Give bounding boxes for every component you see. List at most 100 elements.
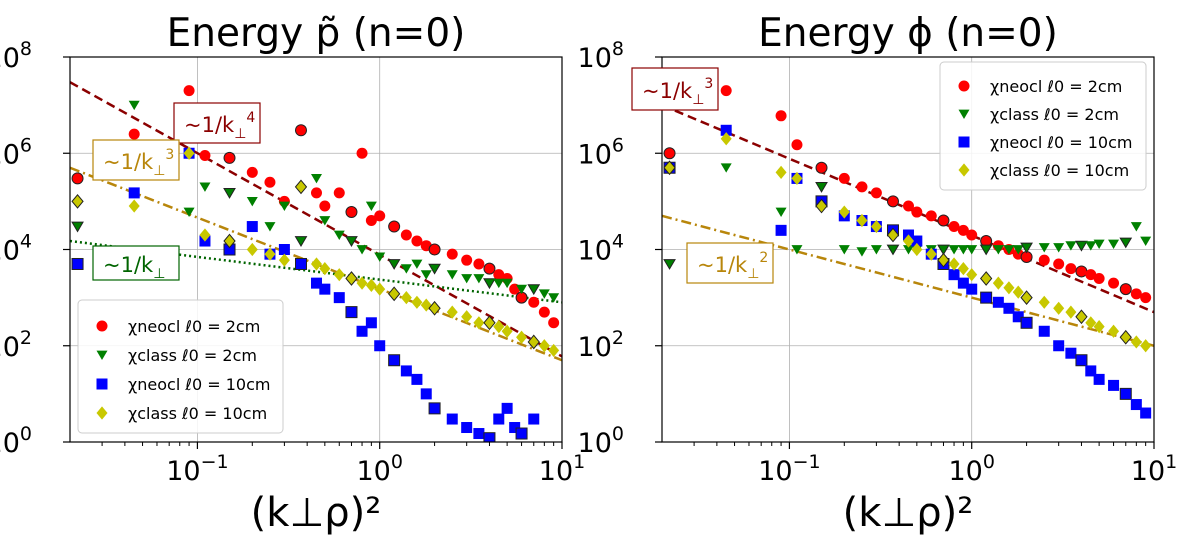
data-point <box>1012 311 1024 323</box>
data-point <box>1108 277 1120 289</box>
data-point <box>345 206 358 219</box>
data-point <box>264 222 276 232</box>
data-point <box>775 207 787 218</box>
data-point <box>1075 240 1088 252</box>
data-point <box>128 128 140 140</box>
data-point <box>365 317 377 329</box>
data-point <box>957 245 969 255</box>
y-tick-label: 100 <box>0 423 32 459</box>
data-point <box>992 276 1004 290</box>
data-point <box>493 413 505 425</box>
data-point <box>374 210 386 222</box>
data-point <box>246 242 258 257</box>
data-point <box>870 245 882 255</box>
legend-label: χneocl ℓ0 = 10cm <box>128 375 270 394</box>
y-tick-label: 108 <box>0 38 32 74</box>
x-tick-label: 101 <box>1131 451 1177 487</box>
data-point <box>1130 222 1142 232</box>
y-tick-label: 108 <box>578 38 624 74</box>
data-point <box>966 283 978 295</box>
data-point <box>400 264 412 274</box>
data-point <box>461 274 473 284</box>
fit-line-2 <box>662 214 1154 347</box>
legend-label: χneocl ℓ0 = 2cm <box>990 77 1122 96</box>
series-2 <box>663 163 1152 270</box>
data-point <box>71 193 84 209</box>
data-layer <box>70 81 562 442</box>
data-point <box>183 146 195 160</box>
data-point <box>1012 285 1024 299</box>
data-point <box>1119 283 1132 296</box>
data-point <box>483 278 496 290</box>
data-point <box>1065 347 1077 359</box>
legend-label: χclass ℓ0 = 2cm <box>990 105 1119 124</box>
data-point <box>420 388 432 400</box>
data-layer <box>662 85 1154 419</box>
x-tick-label: 101 <box>539 451 585 487</box>
data-point <box>720 132 732 146</box>
data-point <box>493 269 505 281</box>
data-point <box>548 293 560 303</box>
data-point <box>264 176 276 188</box>
x-axis-label: (k⊥ρ)² <box>251 490 382 536</box>
data-point <box>925 210 937 222</box>
data-point <box>493 319 505 334</box>
data-point <box>199 149 211 161</box>
data-point <box>420 270 432 280</box>
data-point <box>1038 295 1050 309</box>
legend-marker <box>96 320 108 332</box>
data-point <box>333 292 345 304</box>
data-point <box>411 295 423 309</box>
data-point <box>199 182 211 192</box>
data-point <box>278 244 290 255</box>
data-point <box>886 244 900 256</box>
data-point <box>1075 309 1088 325</box>
data-point <box>791 171 803 186</box>
data-point <box>979 271 993 286</box>
data-point <box>1038 325 1050 337</box>
data-point <box>911 235 923 247</box>
data-point <box>400 291 412 305</box>
data-point <box>319 262 331 276</box>
data-point <box>527 334 540 350</box>
data-point <box>356 325 368 337</box>
data-point <box>446 413 458 425</box>
x-tick-label: 100 <box>356 451 402 487</box>
data-point <box>886 227 900 243</box>
data-point <box>838 205 850 219</box>
data-point <box>1093 319 1105 334</box>
data-point <box>446 305 458 319</box>
fit-label-box <box>173 102 261 144</box>
data-point <box>1003 245 1015 255</box>
x-tick-label: 100 <box>948 451 994 487</box>
data-point <box>1020 290 1033 306</box>
data-point <box>1140 236 1152 246</box>
data-point <box>246 221 258 233</box>
data-point <box>428 263 441 275</box>
data-point <box>1108 324 1120 338</box>
data-point <box>128 187 140 199</box>
data-point <box>223 188 236 199</box>
fit-label: ~1/k⊥4 <box>184 110 255 142</box>
fit-label: ~1/k⊥2 <box>697 250 768 282</box>
data-point <box>775 110 787 122</box>
data-point <box>199 228 211 242</box>
data-point <box>365 278 377 292</box>
data-point <box>1065 263 1077 275</box>
data-point <box>71 172 84 185</box>
data-point <box>446 270 458 280</box>
data-point <box>937 214 950 227</box>
data-point <box>1053 301 1065 315</box>
legend-marker <box>958 109 970 119</box>
data-point <box>223 233 236 249</box>
data-point <box>1130 288 1142 300</box>
fit-label-box <box>686 242 774 284</box>
data-point <box>1053 340 1065 352</box>
data-point <box>356 276 368 290</box>
data-point <box>856 181 868 193</box>
data-point <box>791 139 803 151</box>
data-point <box>461 310 473 324</box>
data-point <box>333 230 345 240</box>
data-point <box>278 253 290 267</box>
data-point <box>1065 305 1077 319</box>
